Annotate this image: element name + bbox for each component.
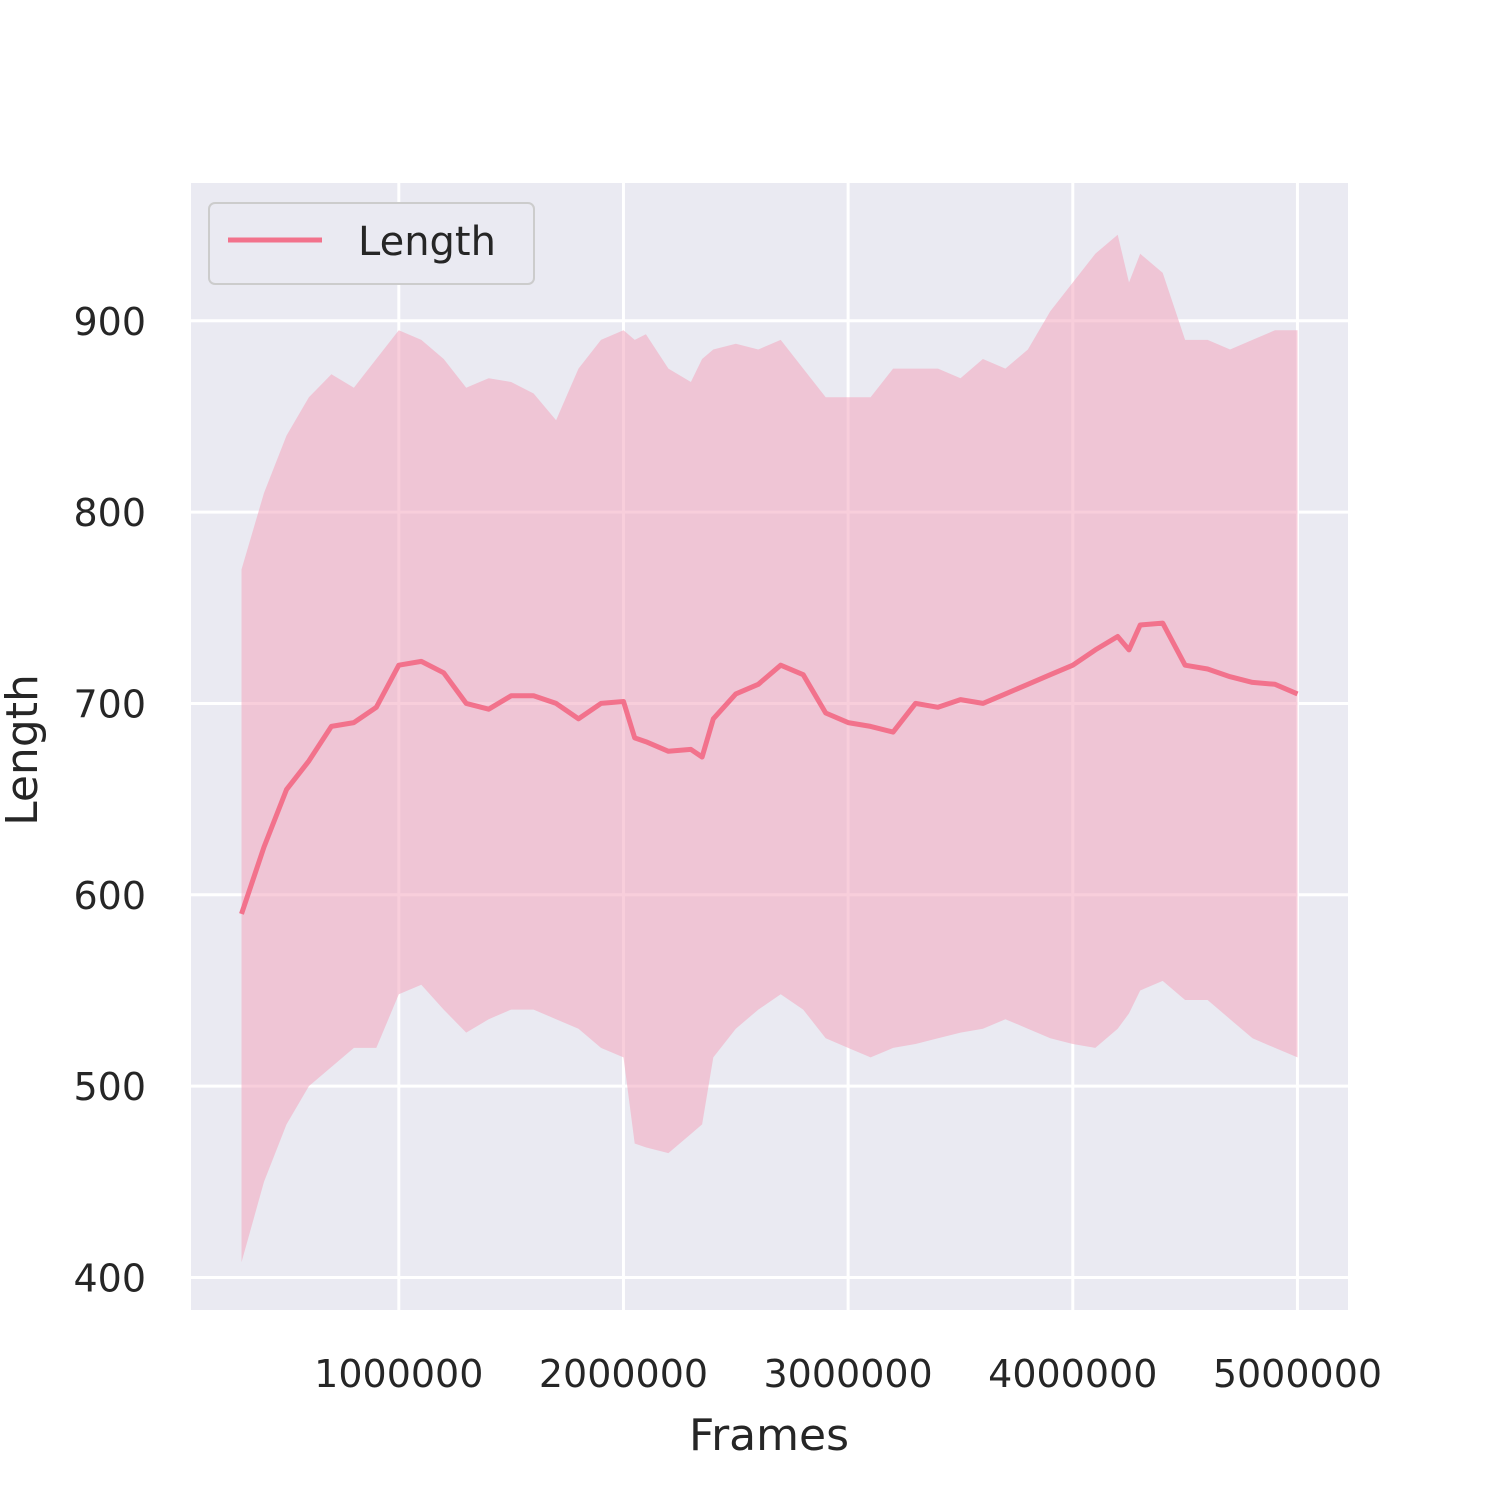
y-tick-label: 400 [73, 1256, 146, 1300]
y-tick-label: 700 [73, 682, 146, 726]
y-tick-label: 900 [73, 300, 146, 344]
legend-label-length: Length [358, 219, 496, 265]
y-tick-label: 500 [73, 1065, 146, 1109]
x-tick-labels: 1000000 2000000 3000000 4000000 5000000 [314, 1352, 1382, 1396]
x-axis-label: Frames [689, 1410, 849, 1461]
x-tick-label: 2000000 [539, 1352, 708, 1396]
series-length-band [241, 234, 1298, 1263]
series-length-line [239, 620, 1299, 915]
y-axis-label: Length [0, 674, 48, 826]
y-tick-label: 600 [73, 874, 146, 918]
y-tick-labels: 400 500 600 700 800 900 [73, 300, 146, 1301]
y-tick-label: 800 [73, 491, 146, 535]
x-tick-label: 4000000 [988, 1352, 1157, 1396]
x-tick-label: 3000000 [764, 1352, 933, 1396]
legend-box [208, 202, 535, 285]
x-tick-label: 1000000 [314, 1352, 483, 1396]
legend: Length [208, 202, 535, 285]
x-tick-label: 5000000 [1213, 1352, 1382, 1396]
